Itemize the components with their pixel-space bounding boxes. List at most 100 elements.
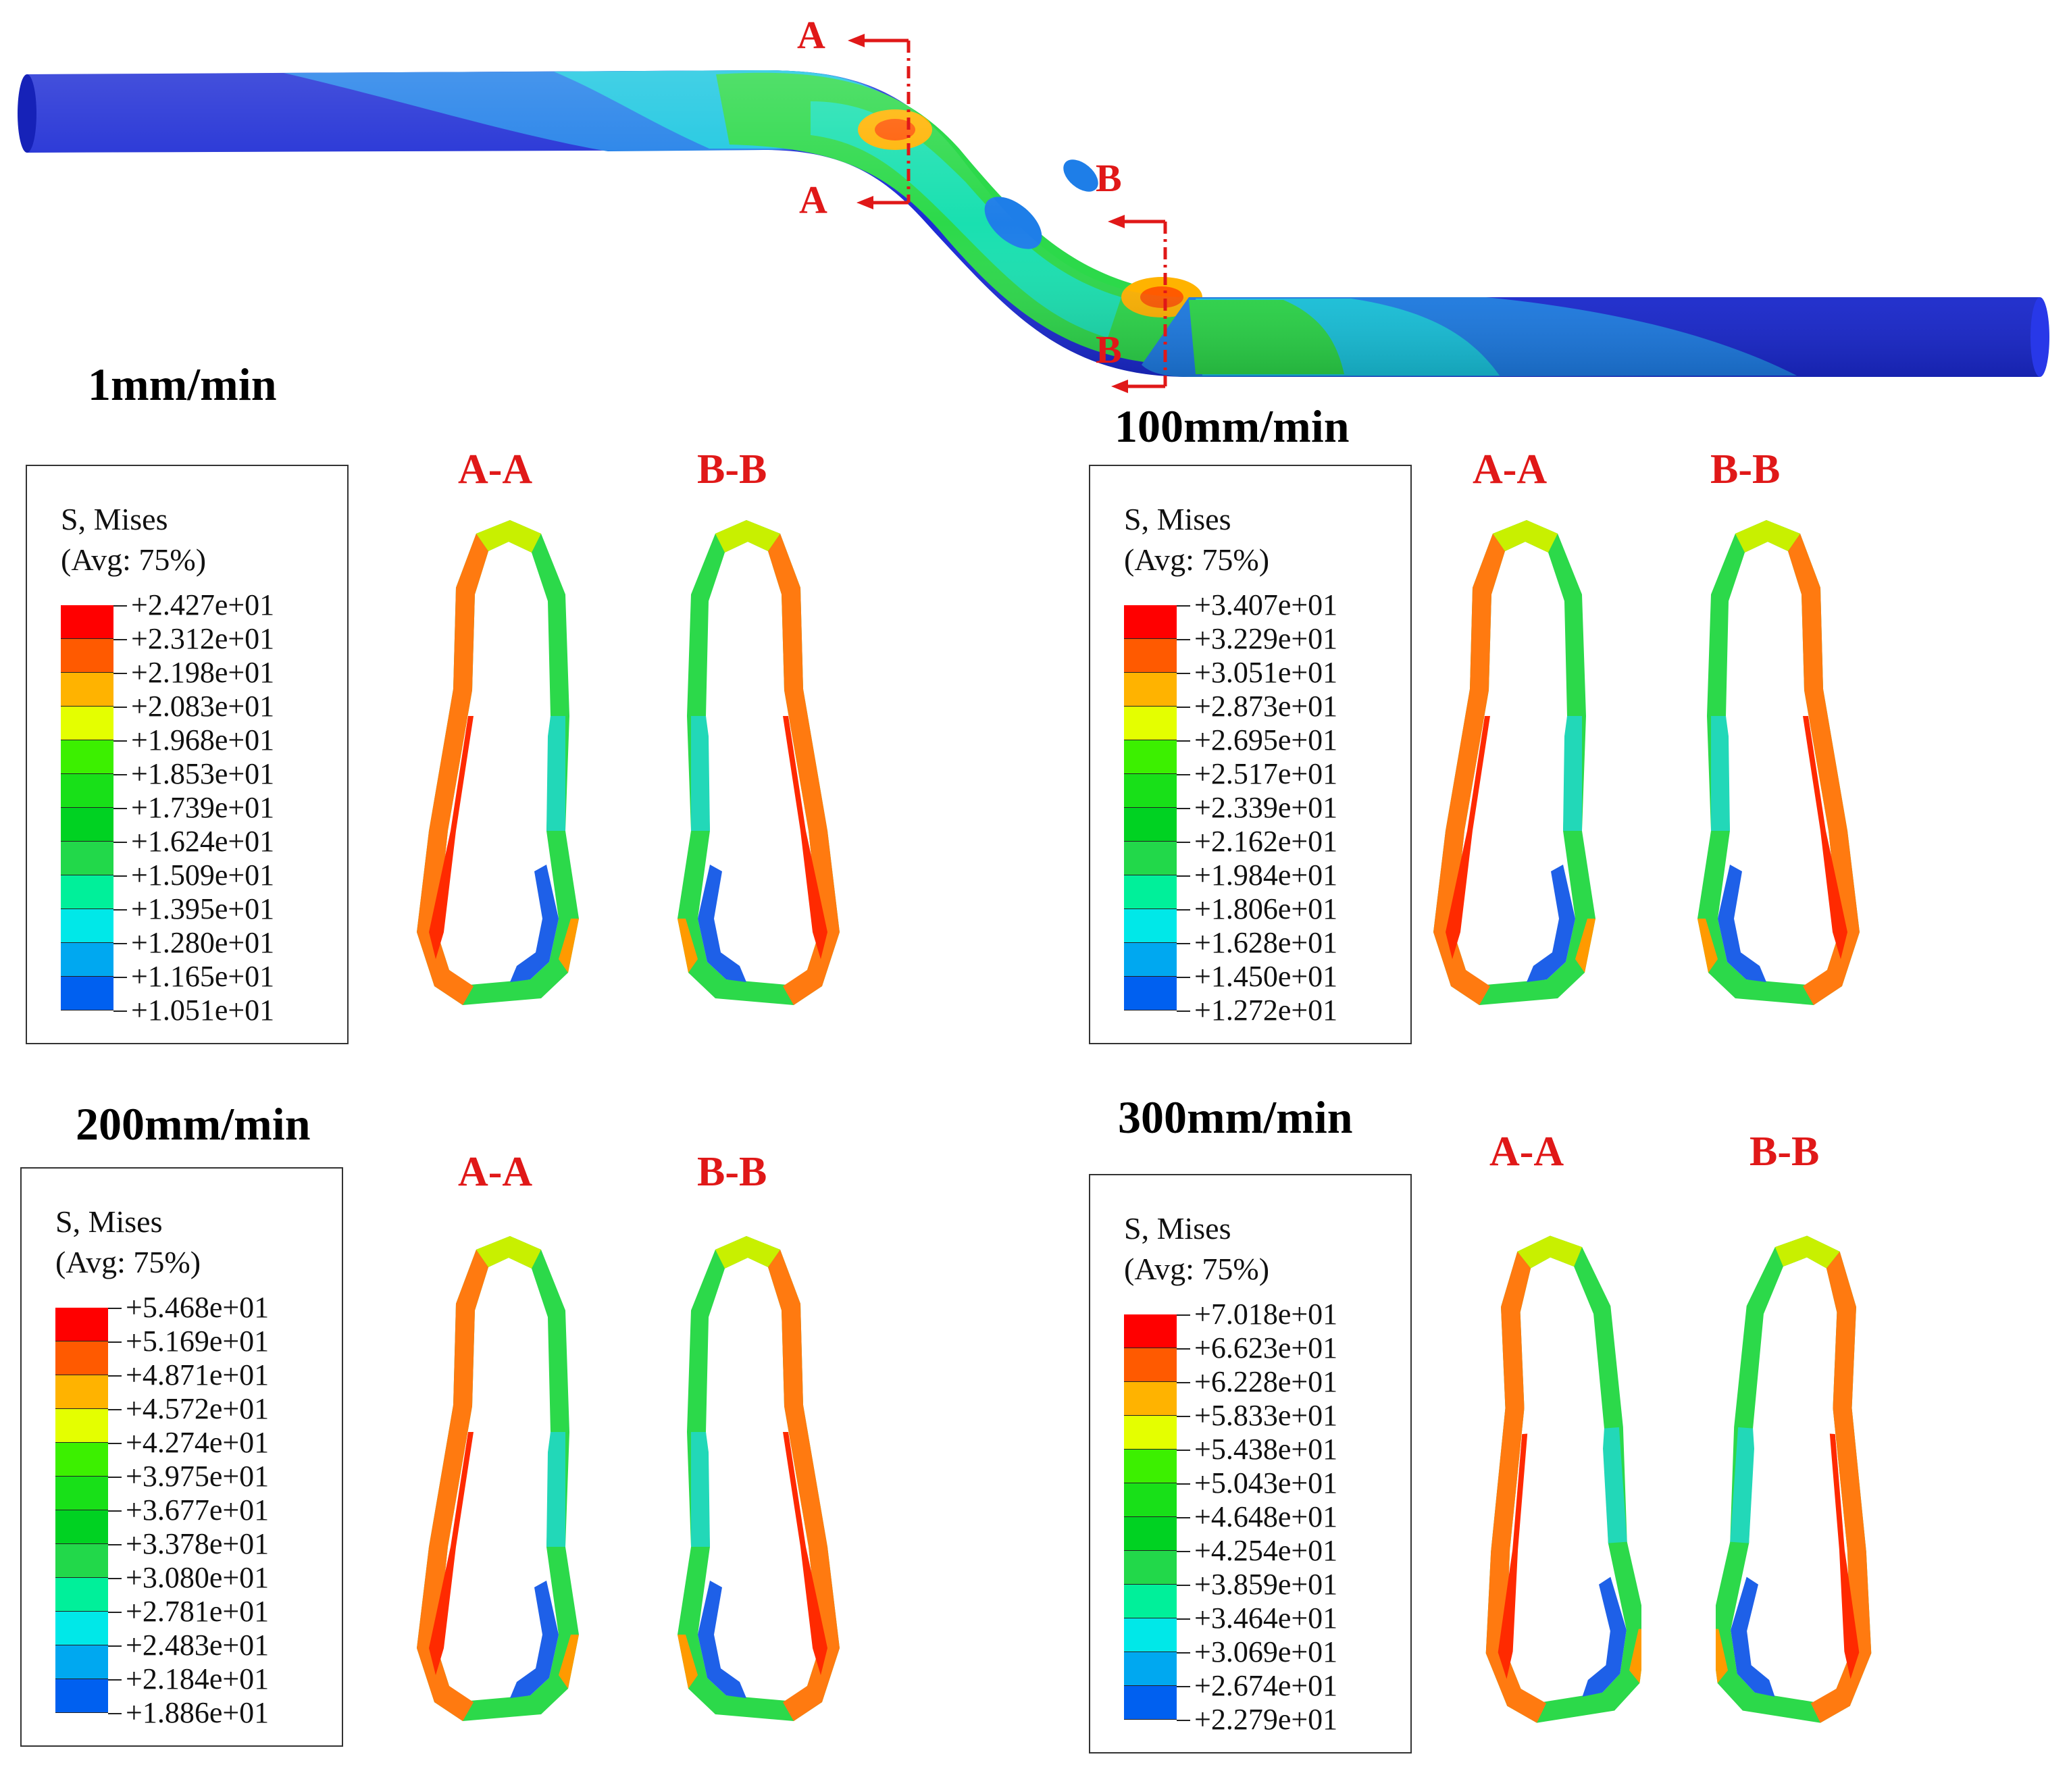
color-swatch bbox=[1124, 1652, 1177, 1686]
ring-high-stress bbox=[768, 1250, 840, 1721]
legend-tick bbox=[108, 1409, 122, 1410]
color-swatch bbox=[61, 605, 113, 639]
legend-value: +3.051e+01 bbox=[1194, 656, 1338, 689]
color-swatch bbox=[55, 1443, 108, 1477]
legend-tick bbox=[1177, 909, 1190, 911]
cross-section-a bbox=[1485, 1235, 1641, 1723]
legend-subtitle: (Avg: 75%) bbox=[61, 542, 207, 577]
ring-low-stress bbox=[1582, 1577, 1627, 1697]
legend-tick bbox=[1177, 1517, 1190, 1518]
cross-section-b bbox=[1716, 1235, 1872, 1723]
legend-value: +1.051e+01 bbox=[131, 994, 275, 1027]
legend-value: +7.018e+01 bbox=[1194, 1298, 1338, 1331]
section-label-b: B-B bbox=[1710, 446, 1781, 492]
legend-tick bbox=[1177, 1585, 1190, 1586]
legend-value: +3.975e+01 bbox=[126, 1460, 270, 1493]
cross-section-b bbox=[1697, 520, 1860, 1005]
legend-tick bbox=[108, 1308, 122, 1309]
ring-low-stress bbox=[1527, 865, 1575, 982]
legend-value: +1.624e+01 bbox=[131, 825, 275, 858]
legend-value: +6.228e+01 bbox=[1194, 1365, 1338, 1398]
color-swatch bbox=[1124, 1382, 1177, 1416]
ring-low-stress bbox=[510, 865, 559, 982]
legend-value: +5.833e+01 bbox=[1194, 1399, 1338, 1432]
section-label-b: B-B bbox=[1749, 1129, 1820, 1175]
legend-value: +2.083e+01 bbox=[131, 690, 275, 723]
legend-value: +3.069e+01 bbox=[1194, 1635, 1338, 1668]
legend-tick bbox=[108, 1544, 122, 1545]
legend-value: +5.169e+01 bbox=[126, 1325, 270, 1358]
legend-tick bbox=[1177, 977, 1190, 978]
legend-tick bbox=[1177, 707, 1190, 708]
section-cut-a bbox=[848, 34, 911, 209]
legend-value: +1.806e+01 bbox=[1194, 892, 1338, 925]
color-swatch bbox=[1124, 1551, 1177, 1585]
legend-tick bbox=[1177, 943, 1190, 944]
color-swatch bbox=[55, 1308, 108, 1341]
legend-value: +2.483e+01 bbox=[126, 1629, 270, 1662]
legend-value: +1.509e+01 bbox=[131, 859, 275, 892]
legend-tick bbox=[1177, 1686, 1190, 1687]
legend-tick bbox=[1177, 605, 1190, 607]
color-swatch bbox=[1124, 909, 1177, 943]
section-label-a: A-A bbox=[1489, 1129, 1564, 1175]
legend-value: +2.198e+01 bbox=[131, 656, 275, 689]
color-scale bbox=[61, 605, 113, 1010]
cross-section-b bbox=[678, 520, 840, 1005]
cut-label-b-bottom: B bbox=[1096, 328, 1122, 372]
legend-value: +2.312e+01 bbox=[131, 622, 275, 655]
legend-value: +2.339e+01 bbox=[1194, 791, 1338, 824]
color-swatch bbox=[1124, 1517, 1177, 1551]
legend-tick bbox=[1177, 1314, 1190, 1316]
legend-tick bbox=[113, 943, 127, 944]
color-swatch bbox=[1124, 774, 1177, 808]
legend-tick bbox=[1177, 1483, 1190, 1485]
legend-value: +3.378e+01 bbox=[126, 1527, 270, 1560]
section-label-a: A-A bbox=[1473, 446, 1548, 492]
ring-high-stress bbox=[1810, 1251, 1872, 1723]
ring-wall bbox=[1485, 1235, 1641, 1723]
color-swatch bbox=[1124, 707, 1177, 740]
cut-label-a-top: A bbox=[797, 13, 825, 57]
legend-title: S, Mises bbox=[61, 502, 168, 536]
legend-value: +1.272e+01 bbox=[1194, 994, 1338, 1027]
color-swatch bbox=[55, 1612, 108, 1645]
color-swatch bbox=[55, 1341, 108, 1375]
section-label-b: B-B bbox=[697, 1149, 767, 1195]
ring-high-stress bbox=[417, 1250, 488, 1721]
cross-section-b bbox=[678, 1236, 840, 1721]
legend-value: +1.628e+01 bbox=[1194, 926, 1338, 959]
color-swatch bbox=[1124, 605, 1177, 639]
legend-value: +2.427e+01 bbox=[131, 588, 275, 621]
color-swatch bbox=[1124, 1348, 1177, 1382]
legend-tick bbox=[113, 605, 127, 607]
color-swatch bbox=[55, 1510, 108, 1544]
color-swatch bbox=[61, 808, 113, 842]
color-swatch bbox=[1124, 943, 1177, 977]
legend-value: +2.517e+01 bbox=[1194, 757, 1338, 790]
ring-wall bbox=[1716, 1235, 1872, 1723]
color-scale bbox=[1124, 605, 1177, 1010]
legend-tick bbox=[113, 875, 127, 877]
legend-tick bbox=[113, 740, 127, 742]
ring-low-stress bbox=[1718, 865, 1766, 982]
legend-value: +3.229e+01 bbox=[1194, 622, 1338, 655]
color-swatch bbox=[1124, 1686, 1177, 1720]
legend-tick bbox=[113, 808, 127, 809]
ring-low-stress bbox=[510, 1581, 559, 1698]
color-swatch bbox=[61, 707, 113, 740]
legend-tick bbox=[1177, 1652, 1190, 1654]
ring-low-stress bbox=[1731, 1577, 1775, 1697]
color-swatch bbox=[1124, 1416, 1177, 1450]
legend-tick bbox=[108, 1375, 122, 1377]
legend-value: +4.871e+01 bbox=[126, 1358, 270, 1391]
color-swatch bbox=[61, 909, 113, 943]
color-swatch bbox=[55, 1477, 108, 1510]
legend-value: +5.468e+01 bbox=[126, 1291, 270, 1324]
color-swatch bbox=[1124, 740, 1177, 774]
legend-tick bbox=[1177, 875, 1190, 877]
legend-tick bbox=[108, 1510, 122, 1512]
legend-tick bbox=[108, 1679, 122, 1681]
legend-value: +2.695e+01 bbox=[1194, 723, 1338, 757]
color-swatch bbox=[61, 673, 113, 707]
